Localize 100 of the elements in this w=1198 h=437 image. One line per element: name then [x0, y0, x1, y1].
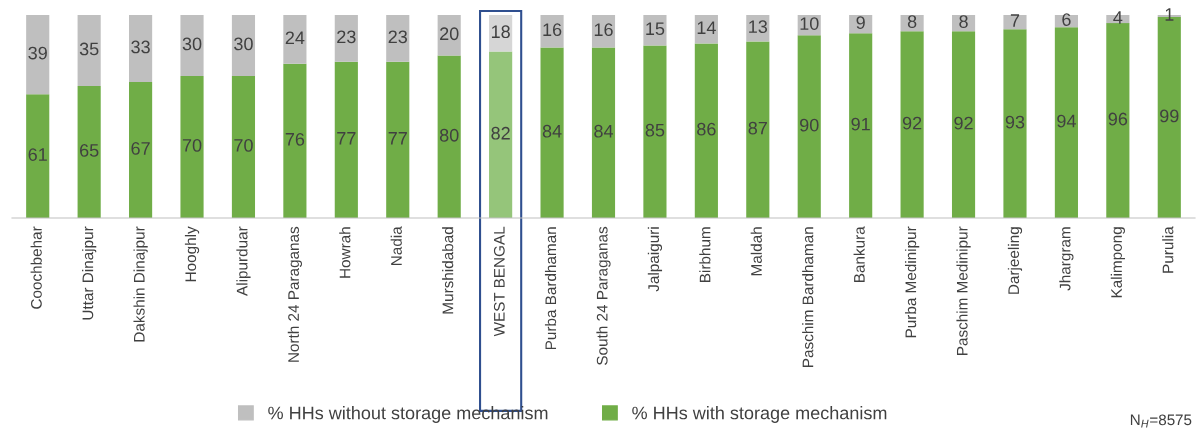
bar: [643, 15, 667, 46]
x-tick-label: Coochbehar: [30, 226, 42, 309]
data-label: 35: [79, 42, 99, 56]
text: N$_{H}$=8575: [1130, 414, 1192, 428]
data-label: 77: [388, 132, 407, 145]
x-tick-label: Purba Bardhaman: [544, 227, 557, 350]
data-label: 85: [645, 123, 665, 137]
data-label: 4: [1113, 11, 1123, 24]
x-tick-label: Paschim Medinipur: [956, 226, 971, 355]
data-label: 15: [646, 22, 665, 36]
bar: [231, 15, 256, 76]
bar: [694, 43, 718, 218]
data-label: 76: [285, 132, 305, 146]
bar: [489, 15, 513, 52]
data-label: 16: [543, 23, 562, 37]
data-label: 82: [491, 126, 510, 140]
bar: [540, 47, 564, 218]
data-label: 20: [440, 27, 459, 41]
data-label: 90: [800, 118, 819, 132]
data-label: 30: [234, 37, 253, 51]
bar: [283, 15, 307, 64]
data-label: 65: [80, 144, 99, 157]
data-label: 39: [28, 46, 47, 60]
bar: [489, 51, 513, 218]
data-label: 14: [697, 21, 716, 34]
data-label: 99: [1160, 109, 1179, 123]
data-label: 94: [1057, 114, 1076, 128]
bar: [437, 55, 461, 218]
data-label: 9: [856, 16, 865, 29]
data-label: 18: [491, 25, 510, 39]
x-tick-label: Birbhum: [699, 227, 711, 282]
legend-label: % HHs with storage mechanism: [632, 406, 887, 423]
bar: [386, 61, 410, 218]
bar: [77, 86, 101, 218]
data-label: 93: [1005, 115, 1025, 129]
x-tick-label: North 24 Paraganas: [287, 226, 303, 362]
x-tick-label: Jhargram: [1059, 227, 1074, 291]
data-label: 96: [1108, 112, 1128, 126]
data-label: 16: [594, 23, 613, 37]
data-label: 24: [285, 31, 305, 45]
x-tick-label: Alipurduar: [236, 226, 251, 296]
bar: [180, 75, 204, 218]
data-label: 67: [131, 142, 150, 155]
bar: [437, 15, 461, 56]
x-tick-label: Darjeeling: [1007, 227, 1023, 294]
bar: [1054, 27, 1078, 218]
data-label: 33: [131, 40, 150, 54]
x-tick-label: Jalpaiguri: [647, 227, 663, 292]
bar: [334, 15, 358, 62]
data-label: 87: [748, 121, 767, 135]
bar: [129, 15, 153, 82]
data-label: 13: [749, 20, 768, 34]
data-label: 80: [439, 128, 459, 142]
bar: [746, 41, 770, 218]
bar: [129, 81, 153, 218]
x-tick-label: Howrah: [339, 227, 351, 278]
bar: [951, 31, 976, 218]
bar: [540, 15, 564, 48]
bar: [283, 63, 307, 218]
data-label: 92: [954, 116, 973, 130]
x-tick-label: Dakshin Dinajpur: [133, 226, 148, 342]
x-tick-label: Maldah: [750, 227, 762, 276]
x-tick-label: Paschim Bardhaman: [802, 227, 814, 367]
data-label: 8: [959, 15, 968, 28]
bar: [334, 61, 358, 218]
x-tick-label: Kalimpong: [1110, 227, 1125, 298]
legend-label: % HHs without storage mechanism: [268, 406, 548, 423]
x-tick-label: South 24 Paraganas: [596, 226, 611, 365]
data-label: 8: [907, 15, 917, 28]
data-label: 61: [28, 148, 47, 161]
bar: [797, 35, 821, 218]
bar: [1106, 23, 1130, 218]
x-tick-label: Nadia: [390, 226, 402, 265]
x-tick-label: Purba Medinipur: [904, 226, 920, 338]
bar: [900, 31, 924, 218]
bar: [26, 94, 50, 218]
data-label: 84: [594, 124, 614, 138]
bar: [180, 15, 204, 76]
data-label: 6: [1062, 13, 1071, 26]
x-tick-label: Purulia: [1162, 226, 1174, 273]
x-tick-label: Bankura: [853, 226, 865, 282]
bar: [26, 15, 50, 95]
x-tick-label: Uttar Dinajpur: [82, 226, 97, 320]
bar: [591, 47, 616, 218]
bar: [1003, 15, 1027, 30]
data-label: 70: [182, 139, 202, 152]
x-tick-label: Murshidabad: [442, 227, 454, 314]
data-label: 91: [851, 117, 870, 131]
bar: [231, 75, 256, 218]
data-label: 77: [337, 132, 356, 145]
bar: [849, 33, 873, 218]
data-label: 30: [182, 37, 202, 51]
data-label: 84: [542, 124, 562, 138]
data-label: 23: [337, 30, 356, 44]
bar: [386, 15, 410, 62]
data-label: 70: [234, 139, 253, 152]
bar: [643, 45, 667, 218]
data-label: 10: [800, 17, 819, 30]
bar: [77, 15, 101, 87]
bar: [1003, 29, 1027, 218]
